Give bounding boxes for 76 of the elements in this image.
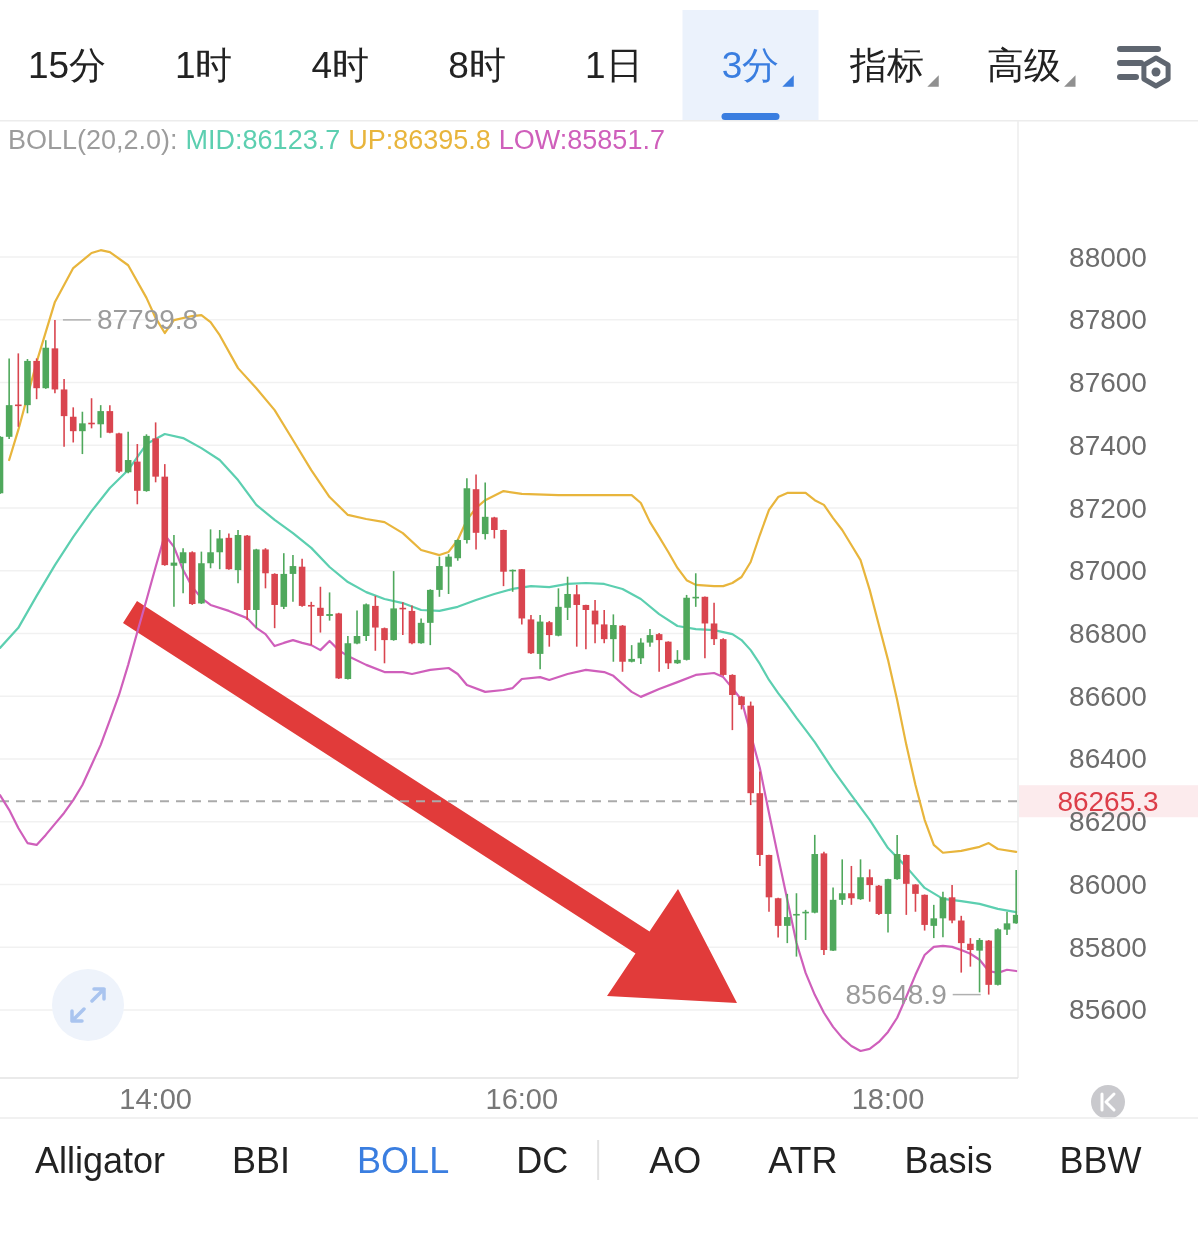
y-tick-label: 87600	[1069, 367, 1147, 399]
candlestick	[967, 937, 974, 968]
candlestick	[729, 673, 736, 731]
candlestick	[216, 529, 224, 570]
category-label: 高级◢	[986, 44, 1076, 88]
candlestick	[97, 404, 104, 439]
x-tick-label: 18:00	[851, 1083, 925, 1115]
candlestick	[106, 404, 114, 435]
category-label: ATR	[768, 1139, 838, 1181]
y-tick-label: 88000	[1069, 241, 1147, 273]
candlestick	[289, 554, 297, 603]
candlestick	[930, 904, 938, 939]
candlestick	[381, 626, 388, 665]
candlestick	[582, 603, 590, 650]
candlestick	[848, 865, 855, 906]
candlestick	[326, 591, 333, 622]
candlestick	[857, 858, 864, 901]
category-label: Basis	[904, 1139, 993, 1181]
category-label: 1日	[585, 44, 643, 86]
candlestick	[710, 601, 718, 646]
candlestick	[262, 547, 269, 590]
candlestick	[600, 609, 608, 645]
y-tick-label: 86000	[1069, 868, 1147, 900]
candlestick	[454, 538, 462, 562]
category-label: 15分	[27, 44, 107, 86]
candlestick	[207, 528, 214, 570]
category-label: Alligator	[35, 1139, 166, 1181]
category-label: 指标◢	[849, 44, 940, 88]
candlestick	[564, 575, 571, 621]
category-label: BBI	[232, 1139, 291, 1181]
candlestick	[784, 893, 791, 944]
candlestick	[545, 620, 553, 648]
candlestick	[838, 858, 846, 906]
category-label: BOLL	[357, 1139, 450, 1181]
y-tick-label: 85600	[1069, 994, 1147, 1026]
candlestick	[610, 613, 617, 663]
x-tick-label: 16:00	[485, 1083, 559, 1115]
candlestick	[69, 406, 77, 444]
y-tick-label: 86400	[1069, 743, 1147, 775]
y-tick-label: 86800	[1069, 618, 1147, 650]
candlestick	[179, 547, 187, 595]
y-tick-label: 87200	[1069, 492, 1147, 524]
y-tick-label: 86600	[1069, 680, 1147, 712]
candlestick	[353, 609, 361, 645]
line-series	[8, 249, 1018, 854]
candlestick	[445, 553, 452, 595]
candlestick	[976, 937, 983, 994]
category-label: 3分◢	[721, 44, 795, 88]
candlestick	[307, 601, 315, 646]
category-label: 4时	[311, 44, 370, 86]
candlestick	[793, 892, 800, 958]
category-label: DC	[516, 1139, 569, 1181]
candlestick	[573, 584, 581, 648]
candlestick	[1003, 910, 1011, 936]
candlestick	[655, 632, 663, 673]
category-label: 1时	[174, 44, 233, 86]
candlestick	[664, 640, 672, 670]
candlestick	[372, 595, 379, 652]
legend: BOLL(20,2.0): MID:86123.7 UP:86395.8 LOW:85851.7	[8, 125, 665, 155]
candlestick	[957, 915, 965, 974]
y-tick-label: 87400	[1069, 429, 1147, 461]
candlestick	[948, 884, 956, 925]
candlestick	[939, 890, 947, 938]
category-label: 8时	[448, 44, 506, 86]
candlestick	[912, 883, 919, 913]
candlestick	[866, 868, 873, 903]
candlestick	[1012, 869, 1018, 925]
y-tick-label: 85800	[1069, 931, 1147, 963]
category-label: AO	[649, 1139, 702, 1181]
x-tick-label: 14:00	[119, 1083, 192, 1115]
category-label: BBW	[1059, 1139, 1142, 1181]
y-tick-label: 87000	[1069, 555, 1147, 587]
candlestick	[317, 585, 324, 634]
candlestick	[436, 555, 443, 598]
y-tick-label: 87800	[1069, 304, 1147, 336]
candlestick	[79, 410, 86, 455]
